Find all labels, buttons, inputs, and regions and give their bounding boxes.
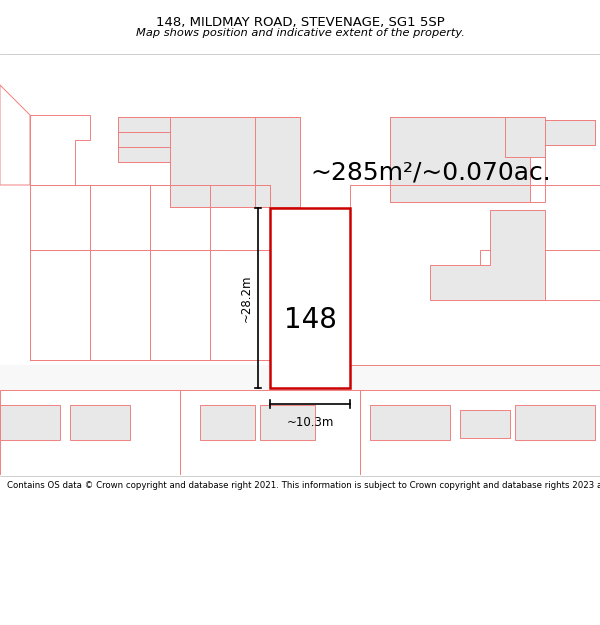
Polygon shape: [430, 210, 545, 300]
Bar: [118, 117, 170, 132]
Text: Map shows position and indicative extent of the property.: Map shows position and indicative extent…: [136, 28, 464, 38]
Bar: [180, 390, 360, 475]
Bar: [200, 405, 255, 440]
Bar: [545, 120, 595, 145]
Bar: [515, 405, 595, 440]
Bar: [30, 250, 90, 360]
Bar: [70, 405, 130, 440]
Bar: [30, 250, 270, 360]
Bar: [210, 250, 270, 360]
Bar: [390, 117, 545, 202]
Bar: [260, 405, 315, 440]
Bar: [505, 117, 545, 157]
Bar: [150, 250, 210, 360]
Bar: [360, 390, 600, 475]
Bar: [545, 120, 595, 145]
Bar: [0, 365, 600, 390]
Bar: [170, 117, 300, 207]
Text: Contains OS data © Crown copyright and database right 2021. This information is : Contains OS data © Crown copyright and d…: [7, 481, 600, 490]
Text: ~28.2m: ~28.2m: [239, 274, 253, 322]
Text: 148, MILDMAY ROAD, STEVENAGE, SG1 5SP: 148, MILDMAY ROAD, STEVENAGE, SG1 5SP: [155, 16, 445, 29]
Bar: [118, 117, 170, 162]
Bar: [118, 132, 170, 147]
Bar: [370, 405, 450, 440]
Text: ~10.3m: ~10.3m: [286, 416, 334, 429]
Text: 148: 148: [284, 306, 337, 334]
Bar: [210, 185, 270, 250]
Text: ~285m²/~0.070ac.: ~285m²/~0.070ac.: [310, 161, 551, 185]
Bar: [0, 405, 60, 440]
Bar: [30, 185, 90, 250]
Bar: [118, 147, 170, 162]
Bar: [0, 390, 180, 475]
Bar: [30, 185, 270, 250]
Bar: [90, 250, 150, 360]
Bar: [270, 208, 350, 388]
Bar: [170, 117, 300, 207]
Bar: [150, 185, 210, 250]
Bar: [460, 410, 510, 438]
Bar: [390, 117, 530, 202]
Bar: [90, 185, 150, 250]
